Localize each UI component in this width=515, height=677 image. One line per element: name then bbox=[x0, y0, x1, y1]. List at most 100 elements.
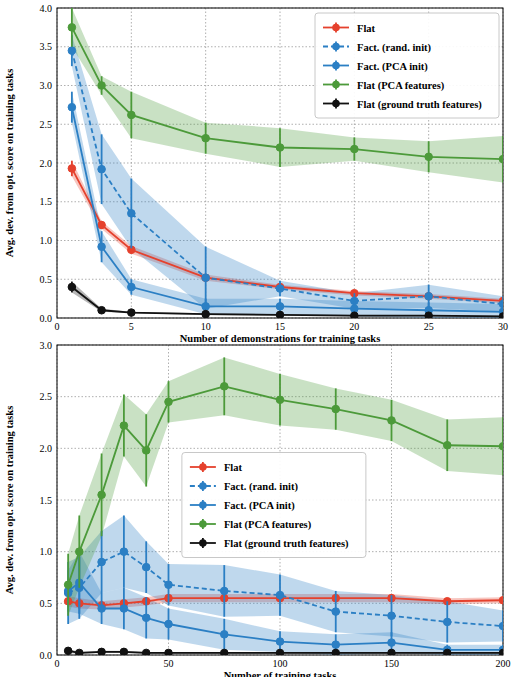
data-point bbox=[388, 639, 396, 647]
tick-label: 1.0 bbox=[40, 546, 53, 557]
data-point bbox=[98, 306, 106, 314]
data-point bbox=[332, 641, 340, 649]
legend-label: Flat bbox=[357, 23, 376, 34]
data-point bbox=[76, 649, 84, 655]
grid-line bbox=[131, 8, 132, 318]
data-point bbox=[499, 155, 503, 163]
figure: 0.00.51.01.52.02.53.03.54.0051015202530N… bbox=[0, 0, 515, 677]
data-point bbox=[128, 283, 136, 291]
tick-label: 0.5 bbox=[40, 274, 53, 285]
chart: 0.00.51.01.52.02.53.0050100150200Number … bbox=[4, 340, 511, 677]
data-point bbox=[165, 398, 173, 406]
legend-box bbox=[182, 453, 366, 558]
tick-label: 30 bbox=[498, 321, 508, 332]
legend-swatch bbox=[332, 24, 340, 32]
series bbox=[68, 8, 503, 182]
series bbox=[64, 357, 503, 615]
data-point bbox=[76, 548, 84, 556]
data-point bbox=[165, 649, 173, 655]
data-point bbox=[220, 649, 228, 655]
y-axis-label: Avg. dev. from opt. score on training ta… bbox=[4, 406, 15, 594]
series-line bbox=[72, 287, 503, 316]
series-lines bbox=[68, 8, 503, 318]
series bbox=[64, 647, 503, 655]
data-point bbox=[332, 608, 340, 616]
legend-label: Flat (ground truth features) bbox=[224, 538, 349, 550]
data-point bbox=[388, 649, 396, 655]
data-point bbox=[443, 618, 451, 626]
data-point bbox=[142, 649, 150, 655]
data-point bbox=[98, 558, 106, 566]
data-point bbox=[142, 614, 150, 622]
legend-label: Flat (PCA features) bbox=[357, 80, 445, 92]
data-point bbox=[128, 111, 136, 119]
tick-label: 0.5 bbox=[40, 598, 53, 609]
data-point bbox=[220, 383, 228, 391]
data-point bbox=[165, 581, 173, 589]
legend-swatch bbox=[332, 62, 340, 70]
data-point bbox=[98, 221, 106, 229]
tick-label: 200 bbox=[496, 658, 511, 669]
legend-swatch bbox=[199, 463, 207, 471]
legend-label: Fact. (PCA init) bbox=[224, 500, 295, 512]
data-point bbox=[202, 310, 210, 318]
data-point bbox=[425, 293, 433, 301]
tick-label: 3.5 bbox=[40, 41, 53, 52]
tick-label: 100 bbox=[273, 658, 288, 669]
data-point bbox=[120, 648, 128, 655]
legend-label: Flat bbox=[224, 462, 243, 473]
data-point bbox=[499, 622, 503, 630]
tick-label: 2.0 bbox=[40, 443, 53, 454]
tick-label: 3.0 bbox=[40, 80, 53, 91]
bands bbox=[68, 357, 503, 655]
error-band bbox=[72, 8, 503, 182]
data-point bbox=[68, 47, 76, 55]
tick-label: 50 bbox=[164, 658, 174, 669]
data-point bbox=[220, 631, 228, 639]
tick-label: 2.5 bbox=[40, 391, 53, 402]
legend-label: Fact. (rand. init) bbox=[224, 481, 299, 493]
tick-label: 0.0 bbox=[40, 650, 53, 661]
data-point bbox=[64, 647, 72, 655]
data-point bbox=[68, 283, 76, 291]
legend-swatch bbox=[332, 81, 340, 89]
data-point bbox=[351, 305, 359, 313]
data-point bbox=[499, 442, 503, 450]
data-point bbox=[332, 649, 340, 655]
data-point bbox=[120, 605, 128, 613]
data-point bbox=[443, 441, 451, 449]
y-axis-label: Avg. dev. from opt. score on training ta… bbox=[4, 69, 15, 257]
series-line bbox=[72, 107, 503, 312]
legend-swatch bbox=[199, 501, 207, 509]
legend-swatch bbox=[332, 43, 340, 51]
tick-label: 4.0 bbox=[40, 3, 53, 14]
data-point bbox=[128, 210, 136, 218]
data-point bbox=[276, 649, 284, 655]
grid-line bbox=[168, 345, 169, 655]
data-point bbox=[68, 103, 76, 111]
legend-box bbox=[315, 13, 499, 118]
tick-label: 2.0 bbox=[40, 158, 53, 169]
x-axis-label: Number of demonstrations for training ta… bbox=[180, 333, 381, 344]
data-point bbox=[276, 144, 284, 152]
data-point bbox=[443, 649, 451, 655]
data-point bbox=[276, 285, 284, 293]
tick-label: 15 bbox=[275, 321, 285, 332]
data-point bbox=[165, 620, 173, 628]
legend-label: Flat (PCA features) bbox=[224, 519, 312, 531]
data-point bbox=[332, 405, 340, 413]
data-point bbox=[425, 153, 433, 161]
tick-label: 2.5 bbox=[40, 119, 53, 130]
data-point bbox=[425, 293, 433, 301]
data-point bbox=[98, 82, 106, 90]
legend-swatch bbox=[199, 482, 207, 490]
plot-frame bbox=[57, 345, 503, 655]
data-point bbox=[142, 563, 150, 571]
series-line bbox=[68, 552, 503, 626]
bands bbox=[72, 8, 503, 318]
data-point bbox=[499, 313, 503, 318]
series-line bbox=[68, 651, 503, 653]
data-point bbox=[142, 447, 150, 455]
tick-label: 1.0 bbox=[40, 235, 53, 246]
grid-line bbox=[280, 8, 281, 318]
